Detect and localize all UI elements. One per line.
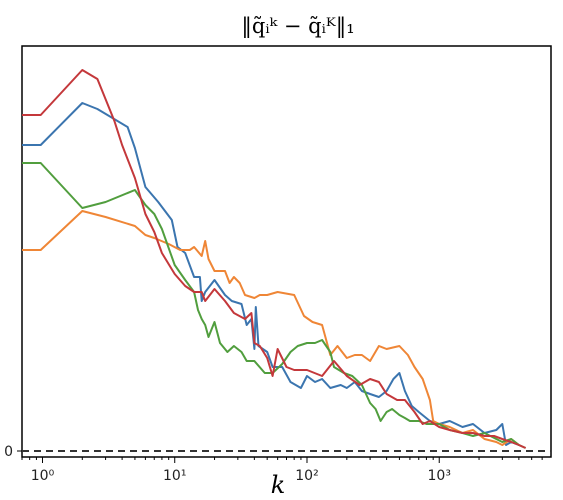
series-layer xyxy=(22,69,527,449)
series-line-4 xyxy=(22,69,527,449)
y-axis-ticks: 0 xyxy=(4,444,22,460)
y-tick-label-1: 0 xyxy=(4,444,13,460)
x-tick-label-2: 10¹ xyxy=(163,468,186,484)
x-tick-label-3: 10² xyxy=(295,468,318,484)
x-axis-label: k xyxy=(271,471,286,499)
x-axis-ticks: 10⁰ 10¹ 10² 10³ xyxy=(21,457,543,484)
x-tick-label-1: 10⁰ xyxy=(31,468,55,484)
chart-title: ‖q̃ᵢᵏ − q̃ᵢᴷ‖₁ xyxy=(241,14,354,39)
x-tick-label-4: 10³ xyxy=(428,468,451,484)
plot-area-frame xyxy=(21,45,552,458)
series-line-3 xyxy=(22,162,527,449)
